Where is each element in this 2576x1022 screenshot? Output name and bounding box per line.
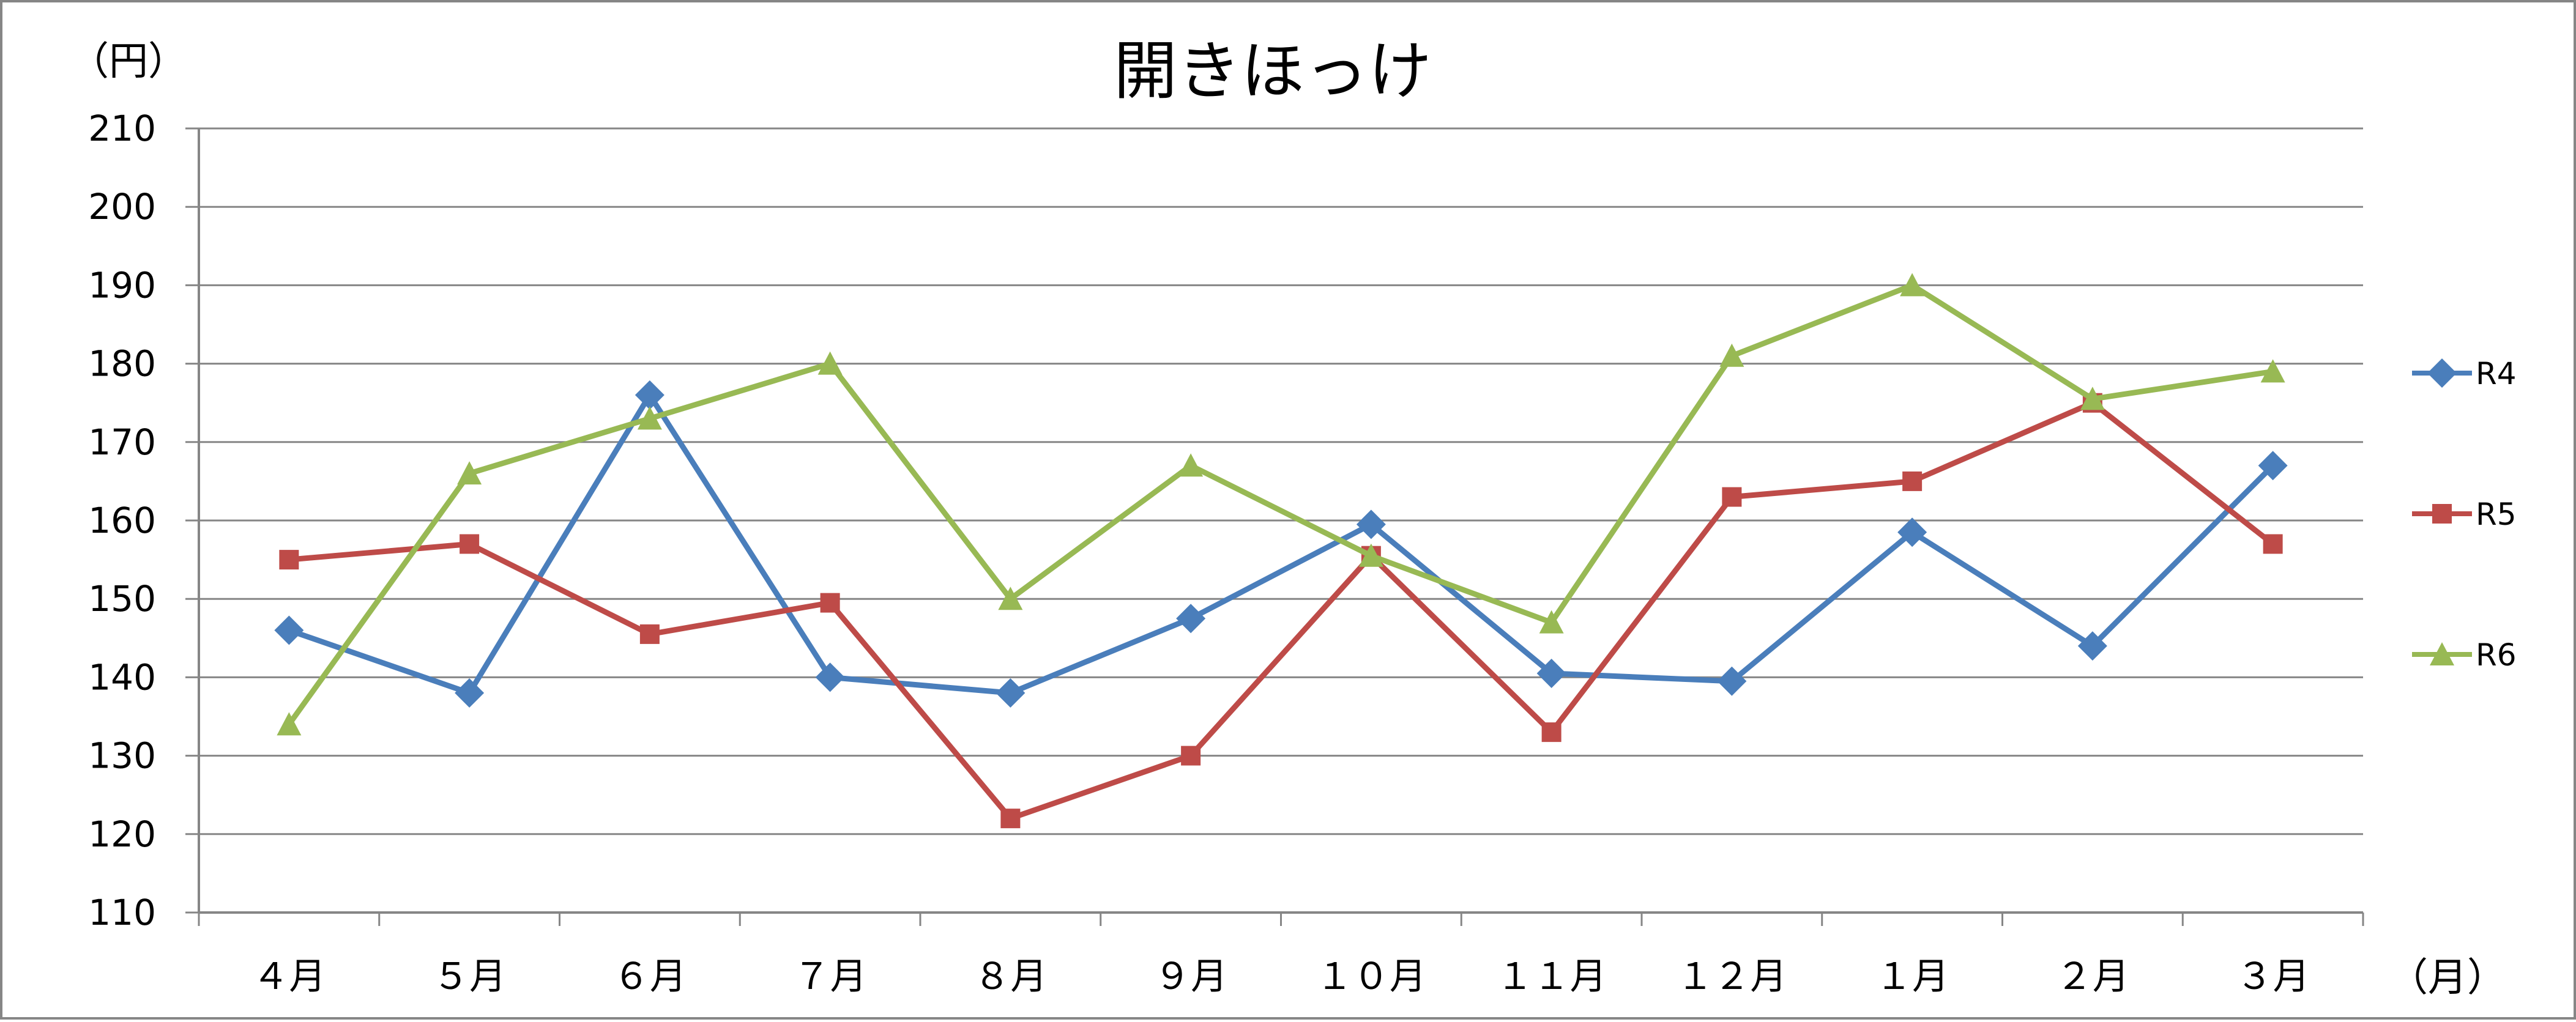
y-tick-label: 120 bbox=[88, 813, 156, 855]
x-tick-label: ７月 bbox=[794, 955, 867, 998]
legend-marker bbox=[2430, 642, 2454, 665]
data-point-r6 bbox=[637, 406, 662, 430]
series-group bbox=[274, 273, 2288, 829]
data-point-r6 bbox=[457, 461, 482, 485]
chart-title: 開きほっけ bbox=[1114, 34, 1432, 108]
data-point-r6 bbox=[1178, 453, 1204, 477]
data-point-r6 bbox=[1900, 273, 1925, 297]
data-point-r5 bbox=[279, 550, 299, 570]
x-tick-label: １１月 bbox=[1497, 955, 1607, 998]
data-point-r4 bbox=[635, 380, 664, 410]
legend-item-r5: R5 bbox=[2412, 497, 2517, 532]
series-r5 bbox=[279, 393, 2283, 829]
legend-label: R6 bbox=[2476, 637, 2517, 673]
data-point-r6 bbox=[998, 587, 1023, 610]
legend-marker bbox=[2427, 358, 2457, 388]
x-tick-label: １２月 bbox=[1677, 955, 1787, 998]
y-tick-label: 180 bbox=[88, 343, 156, 385]
x-tick-label: １月 bbox=[1875, 955, 1949, 998]
x-tick-label: ５月 bbox=[433, 955, 506, 998]
x-tick-label: １０月 bbox=[1316, 955, 1426, 998]
data-point-r4 bbox=[1717, 666, 1747, 696]
y-axis-unit-label: （円） bbox=[70, 39, 187, 84]
x-axis-unit-label: （月） bbox=[2389, 955, 2506, 1001]
data-point-r5 bbox=[1000, 809, 1021, 829]
data-point-r5 bbox=[820, 593, 840, 613]
data-point-r6 bbox=[2260, 359, 2285, 383]
data-point-r5 bbox=[1541, 722, 1562, 742]
x-tick-label: ８月 bbox=[973, 955, 1047, 998]
data-point-r5 bbox=[639, 624, 660, 644]
y-axis-ticks: 110 120 130 140 150 160 170 180 190 200 210 bbox=[88, 108, 199, 933]
data-point-r5 bbox=[1902, 471, 1923, 491]
legend-marker bbox=[2432, 504, 2452, 524]
legend-item-r4: R4 bbox=[2412, 356, 2517, 391]
data-point-r4 bbox=[2258, 451, 2288, 481]
data-point-r4 bbox=[2077, 631, 2107, 661]
data-point-r4 bbox=[455, 678, 485, 708]
x-tick-label: ９月 bbox=[1154, 955, 1227, 998]
y-tick-label: 130 bbox=[88, 735, 156, 777]
data-point-r6 bbox=[277, 712, 302, 736]
data-point-r6 bbox=[1719, 343, 1744, 367]
x-tick-label: ２月 bbox=[2056, 955, 2129, 998]
data-point-r5 bbox=[1181, 746, 1201, 766]
x-tick-label: ６月 bbox=[613, 955, 687, 998]
x-tick-label: ４月 bbox=[252, 955, 326, 998]
data-point-r6 bbox=[817, 351, 843, 375]
legend: R4 R5 R6 bbox=[2412, 356, 2517, 673]
y-tick-label: 140 bbox=[88, 656, 156, 698]
y-tick-label: 160 bbox=[88, 500, 156, 541]
data-point-r6 bbox=[2080, 387, 2105, 410]
data-point-r4 bbox=[1356, 509, 1386, 539]
data-point-r4 bbox=[1536, 658, 1566, 688]
data-point-r5 bbox=[460, 534, 480, 554]
series-line-r6 bbox=[286, 282, 2276, 727]
data-point-r6 bbox=[1539, 610, 1564, 634]
x-axis-ticks: ４月 ５月 ６月 ７月 ８月 ９月 １０月 １１月 １２月 １月 ２月 ３月 bbox=[198, 913, 2364, 998]
series-r4 bbox=[274, 380, 2288, 708]
x-tick-label: ３月 bbox=[2236, 955, 2310, 998]
legend-label: R5 bbox=[2476, 497, 2517, 532]
y-tick-label: 150 bbox=[88, 578, 156, 620]
data-point-r4 bbox=[815, 662, 845, 692]
data-point-r4 bbox=[274, 615, 304, 645]
series-line-r4 bbox=[286, 392, 2276, 696]
gridlines bbox=[199, 127, 2363, 835]
y-tick-label: 110 bbox=[88, 892, 156, 933]
y-tick-label: 210 bbox=[88, 108, 156, 149]
legend-item-r6: R6 bbox=[2412, 637, 2517, 673]
data-point-r6 bbox=[1358, 543, 1383, 567]
legend-label: R4 bbox=[2476, 356, 2517, 391]
data-point-r4 bbox=[996, 678, 1026, 708]
y-tick-label: 170 bbox=[88, 421, 156, 463]
series-r6 bbox=[277, 273, 2285, 736]
data-point-r5 bbox=[1722, 487, 1742, 507]
y-tick-label: 200 bbox=[88, 186, 156, 228]
data-point-r5 bbox=[2263, 534, 2283, 554]
data-point-r4 bbox=[1176, 604, 1206, 634]
data-point-r4 bbox=[1897, 517, 1927, 547]
y-tick-label: 190 bbox=[88, 264, 156, 306]
series-line-r5 bbox=[286, 400, 2276, 821]
